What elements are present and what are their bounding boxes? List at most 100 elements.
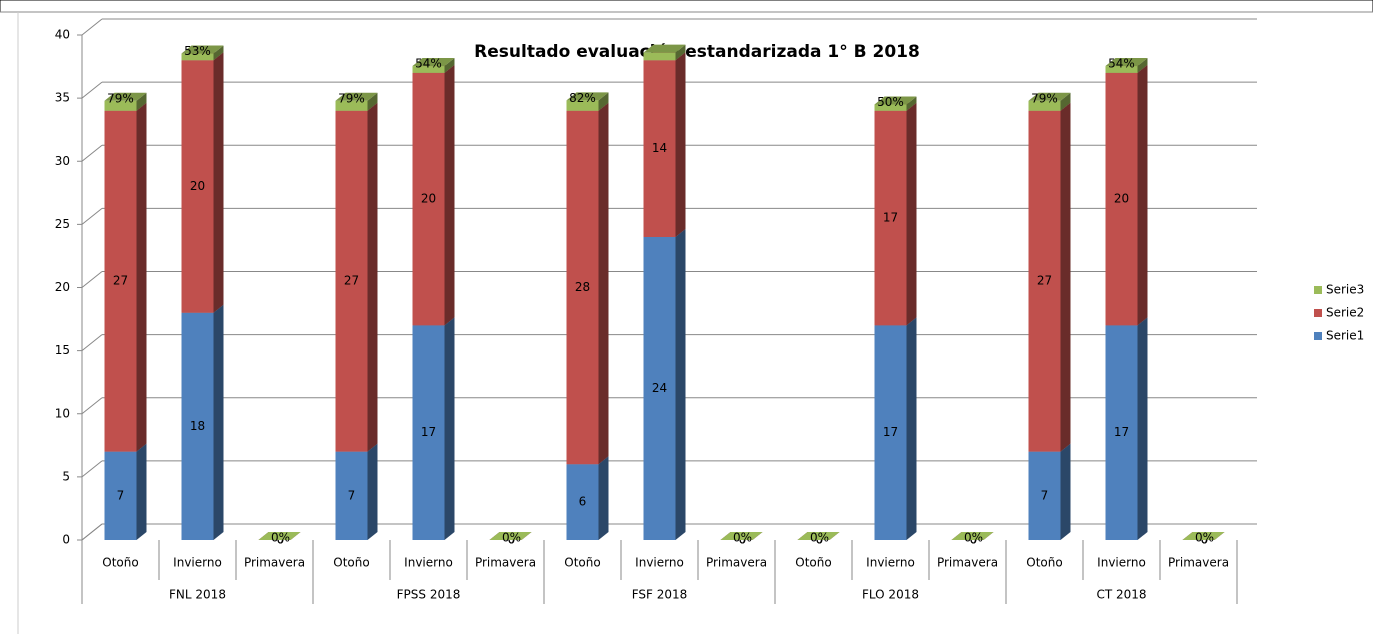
bar-segment [1105, 66, 1138, 73]
grid-line [81, 523, 103, 541]
data-label: 27 [1037, 274, 1052, 288]
x-tick-label: Invierno [173, 556, 222, 570]
data-label: 0% [810, 531, 829, 545]
y-tick-label: 20 [55, 280, 70, 294]
bar-segment [104, 100, 137, 111]
y-tick-label: 35 [55, 91, 70, 105]
bar-side [136, 102, 147, 452]
x-tick-label: Primavera [706, 556, 767, 570]
data-label: 17 [883, 211, 898, 225]
data-label: 54% [415, 57, 442, 71]
x-tick-label: Otoño [564, 556, 600, 570]
bar-side [675, 229, 686, 540]
data-label: 7 [117, 488, 125, 502]
data-label: 17 [1114, 425, 1129, 439]
group-label: CT 2018 [1096, 588, 1146, 602]
bar-side [675, 52, 686, 237]
bar-side [367, 443, 378, 540]
group-label: FLO 2018 [862, 588, 919, 602]
bar-top [258, 532, 301, 540]
legend-swatch [1314, 286, 1322, 294]
bar-side [213, 45, 224, 61]
data-label: 0% [502, 531, 521, 545]
bar-segment [874, 325, 907, 540]
bar-segment [1028, 100, 1061, 111]
bar-segment [412, 72, 445, 326]
grid-line [81, 81, 103, 99]
bar-side [906, 96, 917, 111]
bar-top [104, 92, 147, 101]
bar-segment [874, 110, 907, 326]
grid-line [81, 144, 103, 162]
bar-segment [1105, 325, 1138, 540]
y-tick-label: 10 [55, 406, 70, 420]
bar-segment [874, 104, 907, 111]
bar-segment [181, 312, 214, 540]
legend-label: Serie2 [1326, 306, 1364, 320]
data-label: 18 [190, 419, 205, 433]
legend-swatch [1314, 332, 1322, 340]
bar-top [181, 45, 224, 54]
bar-segment [1105, 72, 1138, 326]
bar-top [951, 532, 994, 540]
y-tick-label: 15 [55, 343, 70, 357]
bar-segment [412, 325, 445, 540]
data-label: 0% [733, 531, 752, 545]
bar-side [444, 317, 455, 540]
bar-side [906, 317, 917, 540]
bar-side [598, 102, 609, 465]
data-label: 0% [964, 531, 983, 545]
data-label: 0% [271, 531, 290, 545]
chart-title: Resultado evaluación estandarizada 1° B … [474, 42, 920, 62]
grid-line [81, 207, 103, 225]
bar-side [906, 102, 917, 326]
bar-side [136, 92, 147, 111]
bar-top [643, 44, 686, 53]
group-label: FSF 2018 [632, 588, 688, 602]
x-tick-label: Otoño [333, 556, 369, 570]
bar-side [1137, 64, 1148, 326]
grid-line [81, 271, 103, 288]
bar-side [213, 52, 224, 313]
grid-line [81, 18, 103, 36]
x-tick-label: Otoño [102, 556, 138, 570]
bar-side [598, 456, 609, 540]
data-label: 79% [338, 91, 365, 105]
y-tick-label: 5 [62, 469, 70, 483]
bar-segment [181, 60, 214, 313]
bar-side [213, 304, 224, 540]
data-label: 27 [344, 274, 359, 288]
data-label: 79% [1031, 91, 1058, 105]
x-tick-label: Otoño [795, 556, 831, 570]
data-label: 79% [107, 91, 134, 105]
data-label: 53% [184, 44, 211, 58]
data-label: 7 [1041, 488, 1049, 502]
bar-side [444, 64, 455, 326]
bar-side [444, 58, 455, 73]
bar-segment [1028, 110, 1061, 452]
legend-label: Serie1 [1326, 329, 1364, 343]
bar-top [797, 532, 840, 540]
bar-side [1060, 443, 1071, 540]
bar-side [598, 92, 609, 111]
x-tick-label: Invierno [404, 556, 453, 570]
legend-swatch [1314, 309, 1322, 317]
bar-segment [335, 451, 368, 540]
bar-segment [643, 52, 676, 61]
data-label: 82% [569, 91, 596, 105]
y-tick-label: 25 [55, 217, 70, 231]
data-label: 17 [883, 425, 898, 439]
x-tick-label: Primavera [475, 556, 536, 570]
x-tick-label: Primavera [244, 556, 305, 570]
data-label: 14 [652, 141, 667, 155]
data-label: 20 [1114, 192, 1129, 206]
bar-top [1105, 58, 1148, 67]
data-label: 17 [421, 425, 436, 439]
bar-side [1137, 58, 1148, 73]
x-tick-label: Invierno [635, 556, 684, 570]
x-tick-label: Otoño [1026, 556, 1062, 570]
data-label: 0% [1195, 531, 1214, 545]
